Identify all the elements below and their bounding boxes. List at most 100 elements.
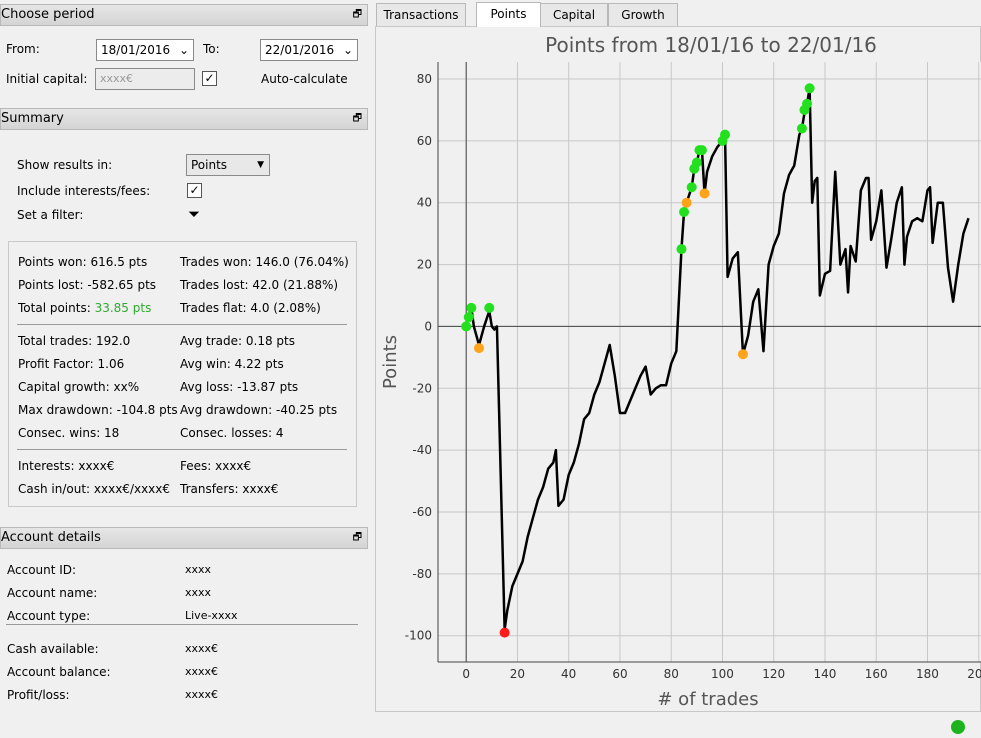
y-tick-label: 0: [424, 319, 432, 333]
x-axis-label: # of trades: [657, 689, 758, 710]
stat-cell: Cash in/out: xxxx€/xxxx€: [18, 482, 171, 496]
label: To:: [203, 42, 220, 56]
account-value: xxxx: [185, 586, 212, 599]
y-axis-label: Points: [380, 335, 401, 389]
x-tick-label: 180: [916, 667, 939, 681]
label: Show results in:: [17, 158, 113, 172]
stat-cell: Transfers: xxxx€: [180, 482, 279, 496]
x-tick-label: 80: [664, 667, 679, 681]
float-icon[interactable]: 🗗: [352, 113, 362, 124]
separator: [17, 449, 347, 450]
checkbox[interactable]: ✓: [187, 183, 202, 198]
stat-cell: Avg drawdown: -40.25 pts: [180, 403, 338, 417]
stat-cell: Avg loss: -13.87 pts: [180, 380, 299, 394]
trade-marker: [466, 302, 477, 313]
input-value: 22/01/2016: [265, 43, 335, 57]
x-tick-label: 20: [510, 667, 525, 681]
stat-cell: Max drawdown: -104.8 pts: [18, 403, 178, 417]
x-tick-label: 200: [967, 667, 981, 681]
stat-cell: Profit Factor: 1.06: [18, 357, 125, 371]
x-tick-label: 0: [462, 667, 470, 681]
section-header[interactable]: Account details 🗗: [0, 527, 368, 549]
stats-box: [8, 241, 357, 507]
x-tick-label: 160: [865, 667, 888, 681]
account-label: Account type:: [7, 609, 91, 623]
trade-marker: [720, 129, 731, 140]
section-title: Account details: [1, 530, 101, 545]
section-title: Choose period: [1, 7, 95, 22]
stat-cell: Trades lost: 42.0 (21.88%): [180, 278, 339, 292]
label: Initial capital:: [6, 72, 88, 86]
trade-marker: [474, 343, 485, 354]
account-label: Account ID:: [7, 563, 77, 577]
filter-icon[interactable]: ⏷: [188, 205, 201, 223]
trade-marker: [679, 207, 690, 217]
label: From:: [6, 42, 40, 56]
input-value: 18/01/2016: [101, 43, 171, 57]
float-icon[interactable]: 🗗: [352, 9, 362, 20]
stat-label: Total points:: [18, 301, 91, 315]
x-tick-label: 140: [814, 667, 837, 681]
capital-input[interactable]: xxxx€: [95, 68, 195, 90]
stat-cell: Interests: xxxx€: [18, 459, 115, 473]
trade-marker: [804, 83, 815, 94]
account-label: Account balance:: [7, 665, 111, 679]
trade-marker: [691, 157, 702, 168]
y-tick-label: 80: [417, 72, 432, 86]
stat-cell: Trades flat: 4.0 (2.08%): [180, 301, 321, 315]
account-value: Live-xxxx: [185, 609, 238, 622]
stat-cell: Consec. wins: 18: [18, 426, 120, 440]
separator: [6, 624, 358, 625]
y-tick-label: -40: [412, 443, 432, 457]
status-indicator: [951, 720, 965, 734]
tab[interactable]: Transactions: [376, 3, 466, 26]
trade-marker: [796, 123, 807, 134]
tab[interactable]: Capital: [540, 3, 608, 26]
y-tick-label: 60: [417, 134, 432, 148]
dropdown[interactable]: Points ▼: [186, 154, 270, 176]
stat-cell: Points lost: -582.65 pts: [18, 278, 157, 292]
account-label: Cash available:: [7, 642, 99, 656]
stat-cell: Total trades: 192.0: [18, 334, 131, 348]
x-tick-label: 100: [711, 667, 734, 681]
trade-marker: [461, 321, 472, 332]
stat-cell: Points won: 616.5 pts: [18, 255, 148, 269]
stat-cell: Capital growth: xx%: [18, 380, 140, 394]
label: Include interests/fees:: [17, 184, 151, 198]
section-title: Summary: [1, 111, 64, 126]
tab[interactable]: Growth: [608, 3, 678, 26]
stat-cell: Avg win: 4.22 pts: [180, 357, 284, 371]
float-icon[interactable]: 🗗: [352, 532, 362, 543]
stat-cell: Consec. losses: 4: [180, 426, 284, 440]
trade-marker: [681, 197, 692, 208]
trade-marker: [737, 349, 748, 360]
date-input[interactable]: 18/01/2016 ⌄: [96, 39, 194, 61]
section-header[interactable]: Choose period 🗗: [0, 4, 368, 26]
trade-marker: [699, 188, 710, 199]
y-tick-label: 40: [417, 196, 432, 210]
account-value: xxxx€: [185, 642, 219, 655]
y-tick-label: -80: [412, 567, 432, 581]
account-value: xxxx€: [185, 688, 219, 701]
x-tick-label: 120: [762, 667, 785, 681]
stat-cell: Trades won: 146.0 (76.04%): [180, 255, 349, 269]
tab[interactable]: Points: [476, 2, 541, 27]
checkbox[interactable]: ✓: [202, 71, 217, 86]
trade-marker: [484, 302, 495, 313]
label: Auto-calculate: [261, 72, 348, 86]
chart-title: Points from 18/01/16 to 22/01/16: [545, 33, 877, 57]
section-header[interactable]: Summary 🗗: [0, 108, 368, 130]
y-tick-label: 20: [417, 258, 432, 272]
y-tick-label: -100: [405, 629, 432, 643]
trade-marker: [463, 312, 474, 323]
stat-value: 33.85 pts: [94, 301, 152, 315]
account-value: xxxx€: [185, 665, 219, 678]
x-tick-label: 40: [561, 667, 576, 681]
date-input[interactable]: 22/01/2016 ⌄: [260, 39, 358, 61]
y-tick-label: -20: [412, 381, 432, 395]
account-label: Profit/loss:: [7, 688, 70, 702]
y-tick-label: -60: [412, 505, 432, 519]
account-label: Account name:: [7, 586, 98, 600]
label: Set a filter:: [17, 208, 84, 222]
